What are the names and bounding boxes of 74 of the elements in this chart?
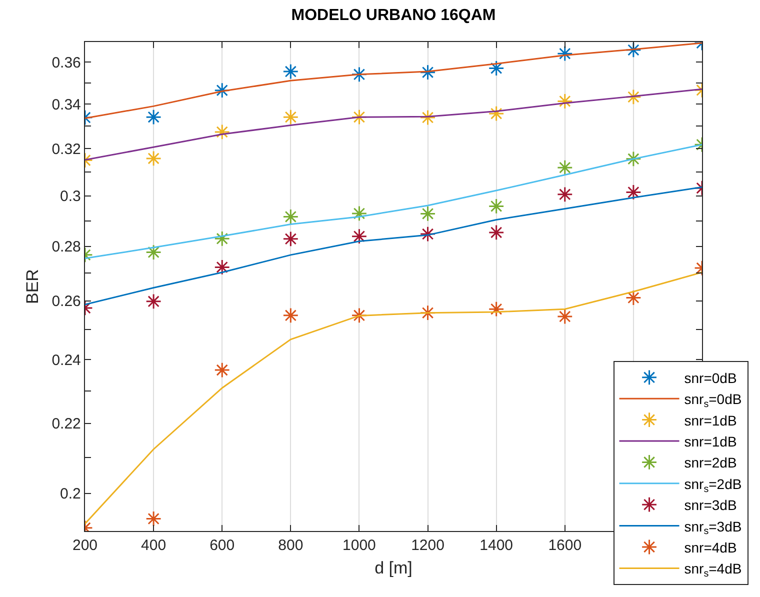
point — [282, 208, 299, 225]
point — [625, 290, 642, 306]
legend-label: snr=4dB — [684, 539, 737, 556]
point — [556, 160, 573, 176]
point — [351, 307, 368, 324]
point — [625, 42, 642, 58]
line-series — [85, 144, 702, 260]
legend-label: snr$_{s}$=4dB — [684, 560, 742, 580]
legend-label: snr$_{s}$=3dB — [684, 518, 742, 538]
x-tick-label: 1600 — [548, 537, 582, 554]
point — [420, 64, 436, 80]
x-tick-label: 1400 — [480, 537, 514, 554]
point — [214, 230, 230, 247]
point — [420, 226, 436, 242]
x-tick-label: 1200 — [411, 537, 444, 554]
line-series — [85, 186, 702, 306]
legend-label: snr=3dB — [684, 497, 737, 514]
line-series — [85, 88, 702, 161]
chart-title: MODELO URBANO 16QAM — [291, 7, 496, 24]
y-tick-label: 0.26 — [52, 293, 81, 310]
x-tick-label: 400 — [141, 537, 166, 554]
point — [282, 307, 299, 324]
point — [146, 150, 162, 166]
point — [351, 109, 368, 126]
point — [351, 206, 368, 222]
y-tick-label: 0.34 — [52, 96, 81, 114]
x-tick-label: 1000 — [342, 537, 376, 554]
point — [351, 228, 368, 244]
point — [556, 186, 573, 202]
point — [556, 93, 573, 110]
point — [214, 362, 230, 378]
y-tick-label: 0.36 — [52, 54, 81, 72]
y-tick-label: 0.32 — [52, 140, 81, 158]
y-tick-label: 0.24 — [52, 352, 81, 369]
point — [420, 110, 436, 126]
x-tick-label: 600 — [210, 537, 235, 554]
point — [146, 293, 162, 310]
point — [625, 184, 642, 200]
legend-label: snr$_{s}$=2dB — [684, 476, 742, 495]
point — [282, 230, 299, 247]
point — [282, 109, 299, 126]
point — [625, 89, 642, 105]
point — [556, 46, 573, 62]
point — [214, 259, 230, 276]
point — [214, 82, 230, 98]
y-tick-label: 0.22 — [52, 416, 81, 433]
point — [146, 109, 162, 126]
point — [625, 150, 642, 167]
point — [488, 60, 504, 76]
point — [488, 106, 504, 122]
x-tick-label: 200 — [72, 537, 98, 554]
legend-label: snr=1dB — [684, 433, 737, 450]
point — [420, 304, 436, 321]
point — [556, 308, 573, 324]
x-tick-label: 800 — [278, 537, 304, 554]
point — [488, 198, 504, 214]
point — [488, 224, 504, 240]
y-tick-label: 0.2 — [60, 486, 81, 503]
point — [146, 510, 162, 527]
line-series — [85, 42, 702, 119]
legend-label: snr$_{s}$=0dB — [684, 391, 742, 410]
point — [351, 66, 368, 82]
point — [146, 244, 162, 260]
point — [214, 124, 230, 140]
y-tick-label: 0.28 — [52, 238, 81, 256]
legend-label: snr=0dB — [684, 370, 737, 386]
y-tick-label: 0.3 — [60, 188, 81, 206]
x-axis-title: d [m] — [374, 558, 412, 578]
legend-label: snr=2dB — [684, 454, 737, 471]
y-axis-title: BER — [23, 269, 42, 304]
point — [488, 301, 504, 318]
point — [282, 64, 299, 80]
point — [420, 206, 436, 222]
legend-label: snr=1dB — [684, 412, 737, 428]
